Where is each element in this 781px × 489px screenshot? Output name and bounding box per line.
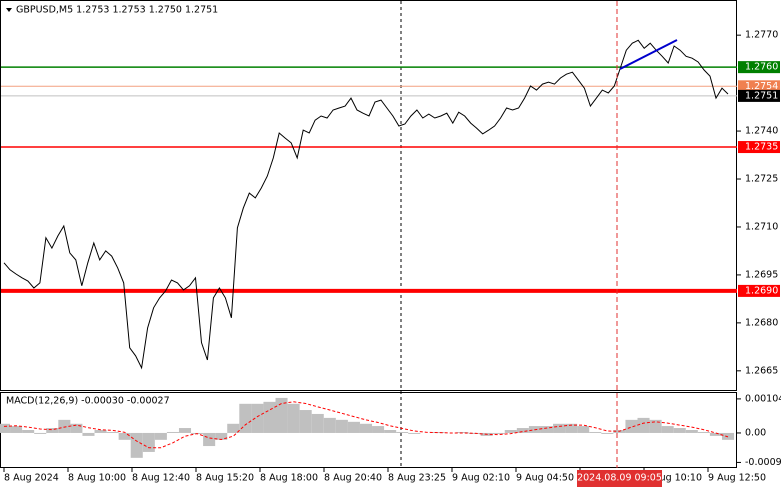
price-pane bbox=[0, 0, 737, 391]
y-tick-label: 0.00 bbox=[745, 427, 766, 438]
macd-bar bbox=[372, 426, 385, 433]
macd-bar bbox=[384, 430, 397, 433]
macd-bar bbox=[166, 431, 179, 433]
macd-bar bbox=[34, 432, 47, 434]
x-tick-label: 9 Aug 10:10 bbox=[644, 473, 702, 484]
macd-bar bbox=[251, 403, 264, 433]
macd-bar bbox=[649, 419, 662, 433]
macd-bar bbox=[492, 432, 505, 434]
macd-bar bbox=[239, 403, 252, 433]
macd-bar bbox=[432, 431, 445, 433]
macd-bar bbox=[516, 428, 529, 433]
macd-bar bbox=[709, 432, 722, 436]
level-label: 1.2735 bbox=[745, 142, 778, 153]
x-tick-label: 8 Aug 20:40 bbox=[324, 473, 382, 484]
x-tick-label: 8 Aug 2024 bbox=[4, 473, 59, 484]
cursor-label-box bbox=[577, 470, 662, 487]
level-label-box bbox=[738, 89, 780, 102]
level-label-box bbox=[738, 141, 780, 154]
macd-bar bbox=[685, 430, 698, 433]
macd-bar bbox=[299, 410, 312, 433]
y-tick-label: 1.2725 bbox=[745, 174, 778, 185]
macd-bar bbox=[359, 423, 373, 433]
macd-bar bbox=[504, 430, 517, 433]
macd-bar bbox=[118, 432, 131, 440]
x-tick-label: 8 Aug 23:25 bbox=[388, 473, 446, 484]
level-label: 1.2690 bbox=[745, 285, 778, 296]
macd-bar bbox=[565, 423, 578, 433]
macd-bar bbox=[577, 426, 590, 433]
x-tick-label: 8 Aug 15:20 bbox=[196, 473, 254, 484]
macd-bar bbox=[106, 431, 119, 433]
y-tick-label: 0.00104 bbox=[745, 393, 781, 404]
macd-title: MACD(12,26,9) -0.00030 -0.00027 bbox=[6, 396, 170, 407]
x-tick-label: 9 Aug 02:10 bbox=[452, 473, 510, 484]
macd-bar bbox=[227, 423, 240, 433]
macd-bar bbox=[203, 432, 216, 447]
level-label-box bbox=[738, 284, 780, 297]
macd-bar bbox=[673, 428, 686, 433]
macd-bar bbox=[287, 403, 300, 433]
macd-bar bbox=[154, 432, 167, 440]
y-tick-label: 1.2695 bbox=[745, 269, 778, 280]
y-tick-label: 1.2710 bbox=[745, 221, 778, 232]
level-label: 1.2754 bbox=[745, 81, 778, 92]
chart-title: GBPUSD,M5 1.2753 1.2753 1.2750 1.2751 bbox=[16, 5, 218, 16]
macd-bar bbox=[10, 426, 23, 433]
x-tick-label: 9 Aug 04:50 bbox=[516, 473, 574, 484]
x-tick-label: 8 Aug 12:40 bbox=[132, 473, 190, 484]
macd-bar bbox=[323, 417, 336, 433]
plot bbox=[0, 39, 735, 458]
macd-bar bbox=[178, 428, 192, 433]
level-label-box bbox=[738, 61, 780, 74]
macd-bar bbox=[553, 423, 566, 433]
level-label: 1.2751 bbox=[745, 90, 778, 101]
x-tick-label: 9 Aug 12:50 bbox=[708, 473, 766, 484]
macd-bar bbox=[456, 431, 469, 433]
macd-bar bbox=[601, 432, 614, 434]
macd-bar bbox=[142, 432, 155, 452]
y-tick-label: -0.0009 bbox=[745, 457, 781, 468]
macd-bar bbox=[70, 423, 83, 433]
y-tick-label: 1.2680 bbox=[745, 317, 778, 328]
macd-bar bbox=[58, 419, 71, 433]
macd-bar bbox=[347, 421, 360, 433]
x-tick-label: 8 Aug 18:00 bbox=[260, 473, 318, 484]
x-tick-label: 8 Aug 10:00 bbox=[68, 473, 126, 484]
macd-bar bbox=[697, 431, 710, 433]
macd-bar bbox=[22, 430, 35, 433]
macd-bar bbox=[637, 417, 650, 433]
macd-bar bbox=[408, 432, 421, 434]
price-line bbox=[3, 39, 729, 370]
y-tick-label: 1.2665 bbox=[745, 365, 778, 376]
level-label: 1.2760 bbox=[745, 62, 778, 73]
macd-bar bbox=[540, 426, 554, 433]
macd-bar bbox=[311, 413, 324, 433]
macd-bar bbox=[625, 419, 638, 433]
level-label-box bbox=[738, 80, 780, 93]
macd-bar bbox=[335, 419, 348, 433]
macd-bar bbox=[82, 432, 95, 436]
macd-bar bbox=[215, 432, 228, 440]
signal-line bbox=[3, 401, 729, 449]
macd-bar bbox=[275, 397, 288, 433]
macd-bar bbox=[130, 432, 143, 458]
macd-bar bbox=[468, 432, 481, 434]
macd-bar bbox=[589, 431, 602, 433]
macd-bar bbox=[0, 423, 11, 433]
macd-bar bbox=[263, 401, 276, 433]
y-tick-label: 1.2770 bbox=[745, 30, 778, 41]
macd-bar bbox=[396, 431, 409, 433]
y-tick-label: 1.2740 bbox=[745, 126, 778, 137]
menu-arrow[interactable] bbox=[6, 8, 12, 12]
cursor-label: 2024.08.09 09:05 bbox=[577, 473, 662, 484]
macd-bar bbox=[661, 426, 674, 433]
axis: 1.2770 1.2740 1.2725 1.2710 1.2695 1.2680 1.26… bbox=[3, 30, 781, 487]
macd-bar bbox=[94, 430, 107, 433]
trend-line bbox=[619, 39, 678, 70]
macd-bar bbox=[46, 428, 59, 433]
